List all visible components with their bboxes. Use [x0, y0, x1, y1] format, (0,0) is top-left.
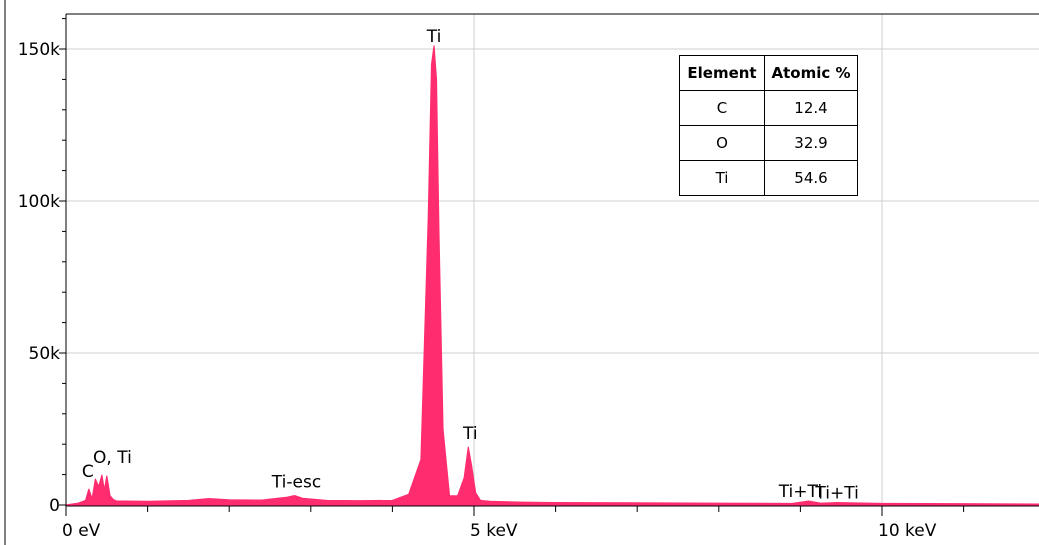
element-cell: Ti: [679, 160, 765, 196]
header-element: Element: [679, 55, 765, 91]
peak-label: Ti-esc: [271, 473, 321, 493]
tick-marks: [59, 18, 965, 516]
peak-label: Ti+Ti: [778, 482, 822, 502]
grid-lines: [66, 14, 1039, 506]
peak-label: O, Ti: [93, 448, 132, 468]
composition-table: Element Atomic % C 12.4 O 32.9 Ti 54.6: [679, 55, 858, 196]
y-tick-label: 50k: [29, 344, 61, 364]
atomic-percent-cell: 32.9: [764, 125, 858, 161]
peak-label: Ti: [462, 424, 478, 444]
y-tick-label: 100k: [18, 192, 60, 212]
element-cell: O: [679, 125, 765, 161]
table-row: Ti 54.6: [679, 160, 858, 196]
spectrum-layer: [65, 45, 1039, 506]
element-cell: C: [679, 90, 765, 126]
table-header-row: Element Atomic %: [679, 55, 858, 91]
peak-label: C: [82, 462, 94, 482]
x-tick-label: 10 keV: [878, 521, 937, 541]
spectrum-area: [65, 45, 1039, 506]
table-row: O 32.9: [679, 125, 858, 161]
x-tick-label: 0 eV: [62, 521, 101, 541]
peak-label: Ti: [426, 27, 442, 47]
axes: [4, 0, 1039, 545]
atomic-percent-cell: 54.6: [764, 160, 858, 196]
atomic-percent-cell: 12.4: [764, 90, 858, 126]
header-atomic-percent: Atomic %: [764, 55, 858, 91]
x-tick-label: 5 keV: [470, 521, 518, 541]
tick-labels: 0 50k 100k 150k 0 eV 5 keV 10 keV: [18, 40, 937, 541]
y-tick-label: 150k: [18, 40, 60, 60]
peak-label: Ti+Ti: [814, 484, 858, 504]
y-tick-label: 0: [49, 496, 60, 516]
table-row: C 12.4: [679, 90, 858, 126]
